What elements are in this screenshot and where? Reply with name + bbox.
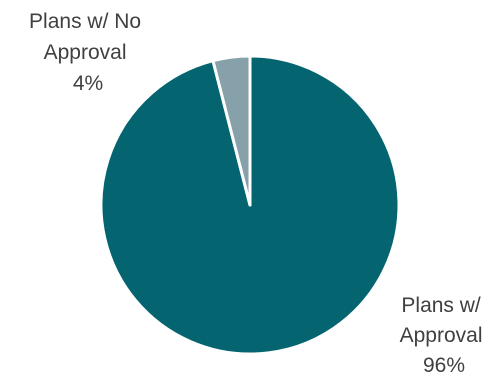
slice-label-approval-line-1: Plans w/ (401, 294, 481, 317)
slice-label-approval-line-3: 96% (423, 354, 465, 377)
slice-label-approval-line-2: Approval (400, 324, 483, 347)
slice-label-no-approval-line-2: Approval (44, 41, 127, 64)
slice-label-no-approval-line-3: 4% (73, 72, 103, 95)
pie-slice-no-approval (211, 54, 252, 207)
slice-label-no-approval-line-1: Plans w/ No (29, 10, 141, 33)
slice-label-no-approval: Plans w/ No Approval 4% (29, 10, 147, 95)
pie-slices (99, 54, 401, 356)
slice-label-approval: Plans w/ Approval 96% (400, 294, 489, 377)
